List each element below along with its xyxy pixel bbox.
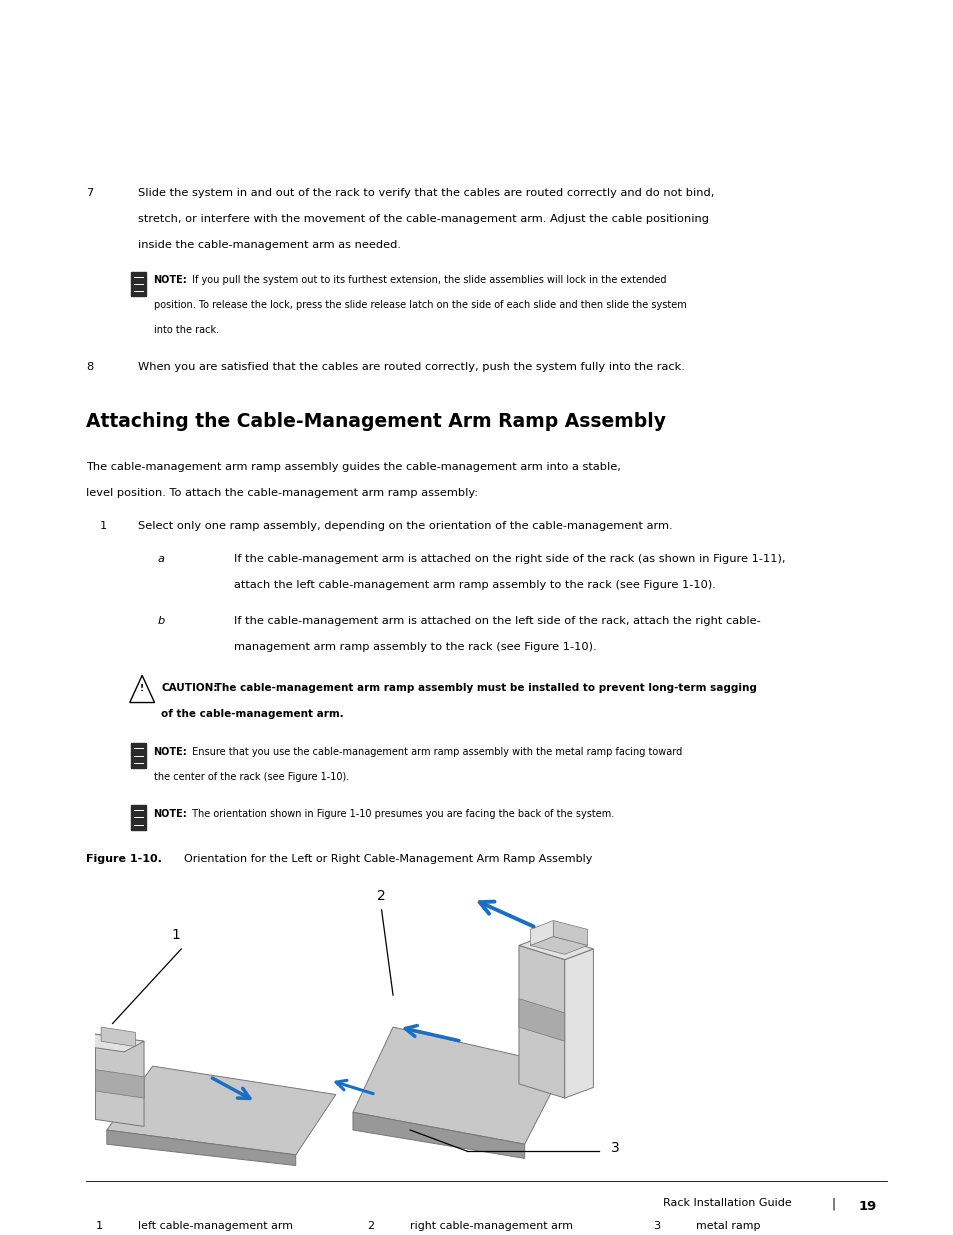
Text: 2: 2: [367, 1221, 374, 1231]
Polygon shape: [564, 948, 593, 1098]
Text: level position. To attach the cable-management arm ramp assembly:: level position. To attach the cable-mana…: [86, 488, 477, 498]
Polygon shape: [530, 920, 553, 946]
FancyBboxPatch shape: [131, 805, 146, 830]
Text: Rack Installation Guide: Rack Installation Guide: [662, 1198, 791, 1208]
Text: |: |: [831, 1198, 835, 1212]
Polygon shape: [518, 999, 564, 1041]
Polygon shape: [353, 1113, 524, 1158]
Text: Slide the system in and out of the rack to verify that the cables are routed cor: Slide the system in and out of the rack …: [138, 188, 714, 198]
Text: inside the cable-management arm as needed.: inside the cable-management arm as neede…: [138, 240, 401, 249]
Text: Ensure that you use the cable-management arm ramp assembly with the metal ramp f: Ensure that you use the cable-management…: [189, 747, 681, 757]
Polygon shape: [518, 946, 564, 1098]
Text: Orientation for the Left or Right Cable-Management Arm Ramp Assembly: Orientation for the Left or Right Cable-…: [170, 855, 592, 864]
Text: b: b: [157, 616, 165, 626]
Text: The orientation shown in Figure 1-10 presumes you are facing the back of the sys: The orientation shown in Figure 1-10 pre…: [189, 809, 614, 819]
Text: If you pull the system out to its furthest extension, the slide assemblies will : If you pull the system out to its furthe…: [189, 275, 666, 285]
Polygon shape: [75, 1034, 95, 1130]
Text: stretch, or interfere with the movement of the cable-management arm. Adjust the : stretch, or interfere with the movement …: [138, 214, 709, 224]
FancyBboxPatch shape: [131, 272, 146, 296]
Text: attach the left cable-management arm ramp assembly to the rack (see Figure 1-10): attach the left cable-management arm ram…: [233, 580, 715, 590]
Text: Attaching the Cable-Management Arm Ramp Assembly: Attaching the Cable-Management Arm Ramp …: [86, 412, 665, 431]
Text: 7: 7: [86, 188, 93, 198]
Polygon shape: [553, 920, 587, 946]
Polygon shape: [518, 935, 593, 960]
Text: 3: 3: [610, 1141, 618, 1155]
Polygon shape: [530, 936, 587, 955]
Text: management arm ramp assembly to the rack (see Figure 1-10).: management arm ramp assembly to the rack…: [233, 642, 596, 652]
Polygon shape: [95, 1070, 144, 1098]
Text: The cable-management arm ramp assembly guides the cable-management arm into a st: The cable-management arm ramp assembly g…: [86, 462, 620, 472]
Text: NOTE:: NOTE:: [153, 275, 187, 285]
Text: 1: 1: [95, 1221, 103, 1231]
Polygon shape: [101, 1028, 135, 1046]
Text: a: a: [157, 555, 164, 564]
Polygon shape: [107, 1066, 335, 1155]
Text: right cable-management arm: right cable-management arm: [410, 1221, 573, 1231]
Text: metal ramp: metal ramp: [696, 1221, 760, 1231]
Text: NOTE:: NOTE:: [153, 747, 187, 757]
FancyBboxPatch shape: [131, 743, 146, 768]
Text: !: !: [140, 684, 144, 693]
Text: left cable-management arm: left cable-management arm: [138, 1221, 293, 1231]
Text: If the cable-management arm is attached on the right side of the rack (as shown : If the cable-management arm is attached …: [233, 555, 784, 564]
Text: position. To release the lock, press the slide release latch on the side of each: position. To release the lock, press the…: [153, 300, 685, 310]
Text: 1: 1: [171, 927, 180, 942]
Text: 8: 8: [86, 362, 93, 372]
Text: 19: 19: [858, 1200, 876, 1214]
Text: of the cable-management arm.: of the cable-management arm.: [161, 709, 344, 719]
Text: 1: 1: [100, 521, 108, 531]
Text: into the rack.: into the rack.: [153, 325, 218, 335]
Text: CAUTION:: CAUTION:: [161, 683, 217, 693]
Polygon shape: [107, 1130, 295, 1166]
Text: Figure 1-10.: Figure 1-10.: [86, 855, 162, 864]
Text: Select only one ramp assembly, depending on the orientation of the cable-managem: Select only one ramp assembly, depending…: [138, 521, 672, 531]
Polygon shape: [95, 1034, 144, 1126]
Text: 3: 3: [653, 1221, 660, 1231]
Text: 2: 2: [376, 889, 386, 903]
Text: The cable-management arm ramp assembly must be installed to prevent long-term sa: The cable-management arm ramp assembly m…: [211, 683, 756, 693]
Polygon shape: [130, 676, 154, 703]
Text: the center of the rack (see Figure 1-10).: the center of the rack (see Figure 1-10)…: [153, 772, 349, 782]
Text: NOTE:: NOTE:: [153, 809, 187, 819]
Text: If the cable-management arm is attached on the left side of the rack, attach the: If the cable-management arm is attached …: [233, 616, 760, 626]
Polygon shape: [75, 1034, 144, 1052]
Polygon shape: [353, 1028, 564, 1145]
Text: When you are satisfied that the cables are routed correctly, push the system ful: When you are satisfied that the cables a…: [138, 362, 684, 372]
